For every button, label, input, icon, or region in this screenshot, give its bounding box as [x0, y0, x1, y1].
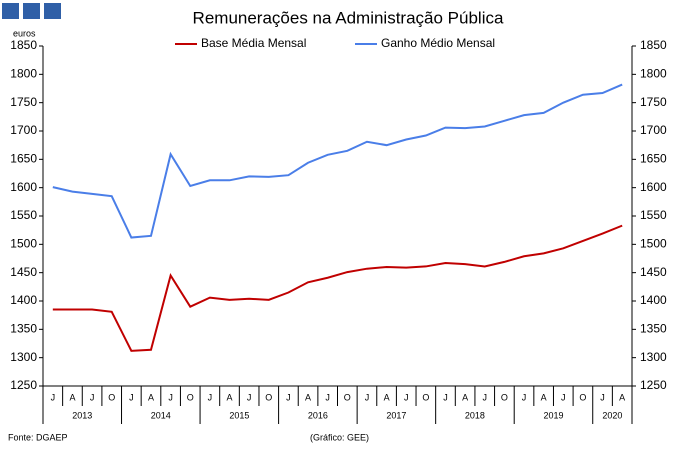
y2-tick-label: 1300 [640, 350, 667, 364]
y2-tick-label: 1400 [640, 293, 667, 307]
x-tick-label: A [541, 392, 547, 402]
y-tick-label: 1400 [10, 293, 37, 307]
year-label: 2013 [72, 410, 92, 420]
y2-tick-label: 1500 [640, 237, 667, 251]
x-tick-label: J [404, 392, 409, 402]
y-tick-label: 1250 [10, 378, 37, 392]
year-label: 2018 [465, 410, 485, 420]
credit: (Gráfico: GEE) [310, 432, 369, 442]
x-tick-label: O [422, 392, 429, 402]
x-tick-label: A [462, 392, 468, 402]
x-tick-label: A [305, 392, 311, 402]
logo-square [23, 3, 40, 19]
y-tick-label: 1600 [10, 180, 37, 194]
x-tick-label: O [501, 392, 508, 402]
x-tick-label: J [443, 392, 448, 402]
x-tick-label: J [247, 392, 252, 402]
x-tick-label: A [148, 392, 154, 402]
series-line [52, 224, 623, 352]
x-tick-label: J [522, 392, 527, 402]
x-tick-label: J [600, 392, 605, 402]
x-tick-label: J [325, 392, 330, 402]
y2-tick-label: 1700 [640, 123, 667, 137]
y2-tick-label: 1750 [640, 95, 667, 109]
x-tick-label: J [483, 392, 488, 402]
x-tick-label: J [365, 392, 370, 402]
x-tick-label: O [108, 392, 115, 402]
y-tick-label: 1300 [10, 350, 37, 364]
y-tick-label: 1700 [10, 123, 37, 137]
y-tick-label: 1750 [10, 95, 37, 109]
y-unit-label: euros [13, 28, 36, 38]
y2-tick-label: 1550 [640, 208, 667, 222]
x-tick-label: O [265, 392, 272, 402]
y-tick-label: 1350 [10, 322, 37, 336]
year-label: 2020 [602, 410, 622, 420]
chart-title: Remunerações na Administração Pública [193, 8, 504, 27]
x-tick-label: J [208, 392, 213, 402]
year-label: 2014 [151, 410, 171, 420]
x-tick-label: O [187, 392, 194, 402]
y2-tick-label: 1800 [640, 67, 667, 81]
year-label: 2019 [543, 410, 563, 420]
logo-square [44, 3, 61, 19]
x-tick-label: J [168, 392, 173, 402]
source: Fonte: DGAEP [8, 432, 68, 442]
x-tick-label: J [286, 392, 291, 402]
y2-tick-label: 1450 [640, 265, 667, 279]
x-tick-label: J [51, 392, 56, 402]
x-tick-label: A [384, 392, 390, 402]
y2-tick-label: 1850 [640, 38, 667, 52]
x-tick-label: J [129, 392, 134, 402]
year-label: 2017 [386, 410, 406, 420]
year-label: 2015 [229, 410, 249, 420]
x-tick-label: O [344, 392, 351, 402]
legend-label: Ganho Médio Mensal [381, 36, 495, 50]
y-tick-label: 1450 [10, 265, 37, 279]
x-tick-label: O [579, 392, 586, 402]
legend-label: Base Média Mensal [201, 36, 306, 50]
series-line [52, 83, 623, 239]
logo-square [2, 3, 19, 19]
x-tick-label: A [227, 392, 233, 402]
year-label: 2016 [308, 410, 328, 420]
y2-tick-label: 1650 [640, 152, 667, 166]
y-tick-label: 1550 [10, 208, 37, 222]
y2-tick-label: 1350 [640, 322, 667, 336]
y-tick-label: 1650 [10, 152, 37, 166]
y-tick-label: 1500 [10, 237, 37, 251]
x-tick-label: A [69, 392, 75, 402]
y-tick-label: 1800 [10, 67, 37, 81]
y2-tick-label: 1600 [640, 180, 667, 194]
y-tick-label: 1850 [10, 38, 37, 52]
y2-tick-label: 1250 [640, 378, 667, 392]
x-tick-label: A [619, 392, 625, 402]
x-tick-label: J [90, 392, 95, 402]
x-tick-label: J [561, 392, 566, 402]
